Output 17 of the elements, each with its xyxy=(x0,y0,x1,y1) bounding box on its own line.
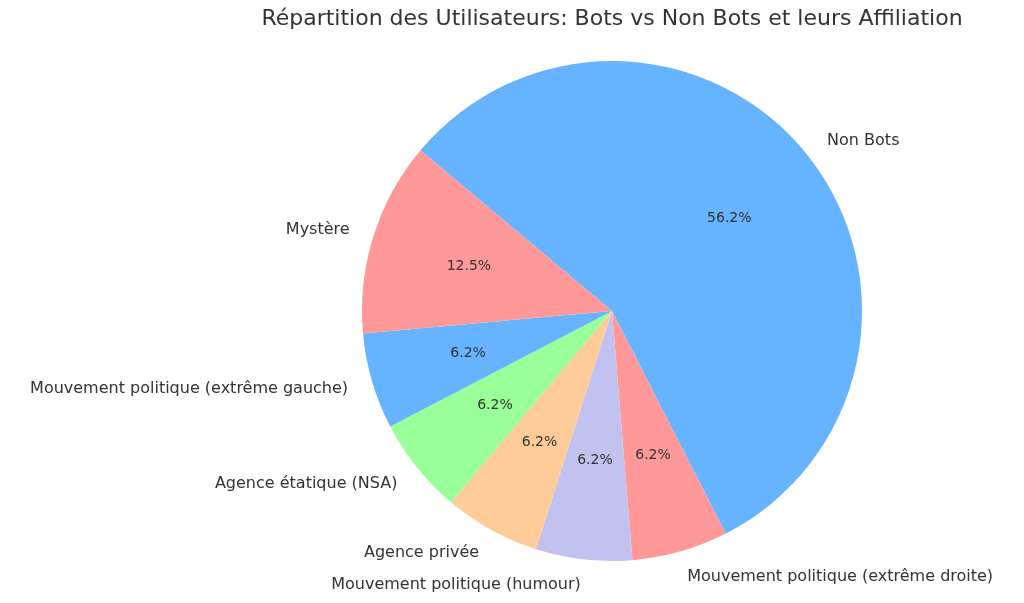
data-label: 6.2% xyxy=(521,433,558,450)
data-label: 6.2% xyxy=(450,344,486,361)
pie-slice xyxy=(362,150,612,334)
slice-label: Agence étatique (NSA) xyxy=(214,473,398,492)
slice-label: Mouvement politique (extrême gauche) xyxy=(30,378,349,398)
data-label: 12.5% xyxy=(446,257,492,274)
slice-label: Non Bots xyxy=(827,129,900,149)
slice-label: Mystère xyxy=(285,218,350,238)
data-label: 56.2% xyxy=(707,208,752,225)
slice-label: Mouvement politique (humour) xyxy=(331,574,581,594)
slice-label: Agence privée xyxy=(363,541,480,561)
chart-title: Répartition des Utilisateurs: Bots vs Non Bots et leurs Affiliation xyxy=(261,5,963,30)
data-label: 6.2% xyxy=(635,446,671,463)
pie-slice xyxy=(612,311,726,561)
data-label: 6.2% xyxy=(577,451,613,468)
slice-label: Mouvement politique (extrême droite) xyxy=(687,565,994,585)
data-label: 6.2% xyxy=(477,395,513,412)
